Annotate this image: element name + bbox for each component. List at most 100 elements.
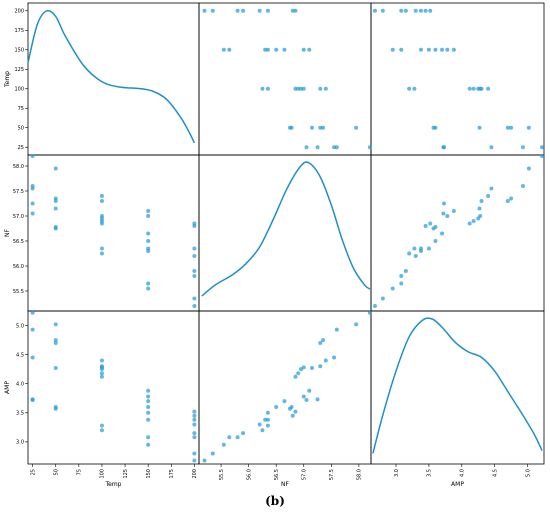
panel-amp-vs-temp [27, 310, 200, 465]
scatter-point-nf-amp-14 [476, 216, 481, 221]
scatter-point-amp-temp-10 [53, 406, 58, 411]
scatter-point-nf-amp-17 [412, 246, 417, 251]
y-tick-label-temp-2: 75 [18, 106, 24, 112]
scatter-point-nf-amp-32 [399, 274, 404, 278]
scatter-point-nf-amp-8 [477, 206, 482, 211]
y-tick-label-temp-1: 50 [18, 126, 24, 132]
scatter-point-amp-temp-33 [192, 451, 197, 456]
scatter-point-nf-amp-26 [390, 286, 395, 291]
scatter-point-temp-amp-34 [372, 8, 377, 13]
x-axis-label-amp: AMP [451, 481, 464, 488]
y-tick-label-nf-1: 56.0 [13, 264, 24, 270]
x-tick-label-nf-4: 57.5 [329, 469, 335, 480]
scatter-point-temp-nf-34 [202, 8, 207, 13]
scatter-point-amp-nf-11 [323, 358, 328, 363]
scatter-point-temp-nf-8 [310, 125, 315, 130]
scatter-point-temp-nf-7 [318, 125, 323, 130]
y-tick-label-nf-0: 55.5 [13, 289, 24, 295]
scatter-point-amp-nf-29 [265, 417, 270, 422]
scatter-point-amp-nf-20 [301, 394, 306, 399]
scatter-point-amp-temp-34 [192, 458, 197, 463]
scatter-point-amp-temp-1 [30, 327, 35, 332]
scatter-point-temp-amp-5 [526, 125, 531, 130]
panel-temp-vs-temp [27, 2, 200, 156]
y-tick-label-nf-2: 56.5 [13, 239, 24, 245]
scatter-point-temp-amp-16 [467, 86, 472, 91]
scatter-point-temp-nf-27 [293, 8, 298, 13]
scatter-point-nf-temp-8 [53, 206, 58, 211]
scatter-point-amp-temp-16 [99, 374, 104, 379]
scatter-point-temp-nf-2 [332, 145, 337, 150]
scatter-point-amp-temp-18 [99, 428, 104, 433]
scatter-point-temp-nf-13 [301, 86, 306, 91]
panel-amp-vs-nf [198, 310, 372, 465]
x-tick-label-amp-1: 3.5 [427, 469, 433, 477]
x-tick-label-temp-1: 50 [54, 469, 60, 475]
scatter-point-temp-amp-20 [445, 47, 450, 52]
scatter-point-amp-temp-31 [192, 431, 197, 436]
scatter-point-temp-nf-31 [241, 8, 246, 13]
scatter-point-nf-temp-16 [99, 221, 104, 226]
scatter-point-amp-nf-18 [260, 428, 265, 433]
scatter-point-temp-amp-33 [380, 8, 385, 13]
scatter-point-temp-nf-20 [301, 47, 306, 52]
scatter-point-amp-nf-21 [282, 399, 287, 404]
x-tick-label-temp-7: 200 [192, 469, 198, 479]
scatter-point-nf-temp-12 [99, 199, 104, 203]
scatter-point-temp-nf-10 [287, 125, 292, 130]
scatter-point-nf-amp-21 [440, 231, 445, 236]
scatter-point-temp-nf-30 [257, 8, 262, 13]
scatter-point-amp-temp-28 [192, 413, 197, 418]
panel-nf-vs-temp [27, 154, 200, 312]
scatter-point-nf-amp-27 [428, 221, 433, 226]
scatter-point-amp-nf-15 [296, 371, 301, 376]
scatter-point-temp-nf-1 [334, 145, 339, 150]
scatter-point-amp-temp-11 [99, 358, 104, 363]
scatter-point-amp-nf-33 [210, 451, 215, 456]
scatter-point-nf-temp-11 [99, 194, 104, 198]
scatter-point-amp-temp-19 [146, 388, 151, 393]
scatter-point-nf-temp-21 [146, 231, 151, 236]
scatter-point-nf-amp-0 [540, 154, 545, 158]
scatter-point-nf-amp-23 [426, 246, 431, 251]
scatter-point-amp-temp-24 [146, 417, 151, 422]
scatter-point-nf-amp-7 [505, 199, 510, 203]
scatter-point-nf-amp-25 [399, 281, 404, 286]
scatter-point-temp-amp-29 [418, 8, 423, 13]
scatter-point-amp-temp-15 [99, 371, 104, 376]
scatter-point-temp-amp-18 [407, 86, 412, 91]
scatter-point-amp-temp-14 [99, 367, 104, 372]
panel-temp-vs-amp [370, 2, 545, 156]
scatter-point-amp-nf-32 [235, 435, 240, 440]
scatter-point-nf-amp-18 [407, 251, 412, 256]
scatter-point-temp-nf-18 [260, 86, 265, 91]
y-tick-label-temp-0: 25 [18, 145, 24, 151]
scatter-point-nf-temp-24 [146, 249, 151, 253]
scatter-point-amp-temp-29 [192, 417, 197, 422]
scatter-point-temp-amp-27 [428, 8, 433, 13]
scatter-point-nf-temp-10 [53, 226, 58, 231]
x-tick-label-temp-6: 175 [169, 469, 175, 479]
y-axis-label-nf: NF [4, 228, 11, 236]
x-tick-label-nf-2: 56.5 [274, 469, 280, 480]
scatter-point-temp-amp-23 [426, 47, 431, 52]
scatter-point-nf-temp-30 [192, 254, 197, 258]
scatter-point-amp-temp-26 [146, 442, 151, 447]
axes-layer: 25 50 75 100 125 150 175 200 Temp 55.5 56.0 56.5 57.… [4, 9, 531, 488]
x-tick-label-nf-0: 55.5 [219, 469, 225, 480]
x-tick-label-temp-0: 25 [30, 469, 36, 475]
scatter-point-amp-nf-28 [290, 413, 295, 418]
scatter-point-amp-nf-7 [318, 341, 323, 345]
scatter-point-nf-temp-2 [30, 186, 35, 191]
scatter-point-amp-temp-17 [99, 423, 104, 428]
scatter-point-amp-nf-31 [241, 431, 246, 436]
scatter-point-temp-nf-17 [265, 86, 270, 91]
scatter-point-nf-temp-0 [30, 154, 35, 158]
y-tick-label-nf-4: 57.5 [13, 189, 24, 195]
scatter-point-temp-nf-28 [290, 8, 295, 13]
scatter-point-temp-nf-21 [282, 47, 287, 52]
scatter-point-temp-nf-11 [323, 86, 328, 91]
x-axis-label-temp: Temp [105, 481, 122, 488]
y-tick-label-amp-4: 5.0 [16, 323, 24, 329]
scatter-point-amp-nf-5 [354, 322, 359, 327]
